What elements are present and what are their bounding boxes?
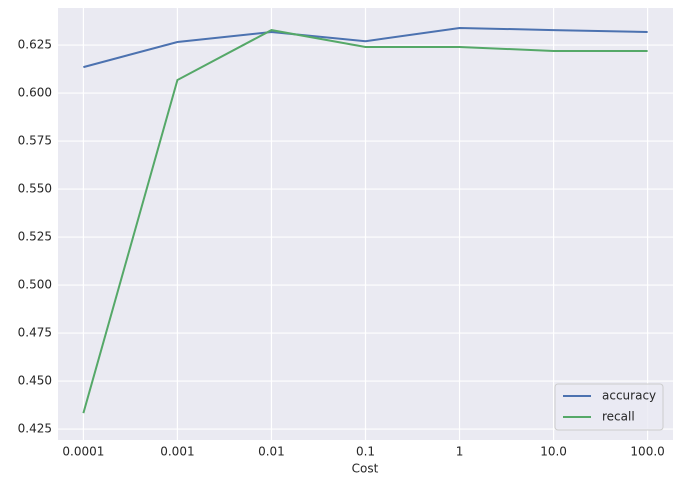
line <box>83 26 648 69</box>
x-tick-label: 0.01 <box>258 445 285 459</box>
y-tick-label: 0.575 <box>18 134 52 148</box>
legend-label: recall <box>602 410 635 424</box>
x-tick-label: 1 <box>456 445 464 459</box>
y-tick-label: 0.625 <box>18 38 52 52</box>
line <box>82 29 648 414</box>
x-tick-label: 0.0001 <box>62 445 104 459</box>
y-tick-label: 0.450 <box>18 374 52 388</box>
y-tick-label: 0.500 <box>18 278 52 292</box>
legend-label: accuracy <box>602 389 656 403</box>
y-tick-label: 0.475 <box>18 326 52 340</box>
x-tick-label: 10.0 <box>540 445 567 459</box>
y-tick-label: 0.600 <box>18 86 52 100</box>
y-tick-label: 0.425 <box>18 422 52 436</box>
x-tick-label: 100.0 <box>630 445 664 459</box>
x-axis-label: Cost <box>352 462 379 476</box>
y-tick-label: 0.550 <box>18 182 52 196</box>
y-tick-label: 0.525 <box>18 230 52 244</box>
x-tick-label: 0.001 <box>160 445 194 459</box>
x-tick-label: 0.1 <box>356 445 375 459</box>
